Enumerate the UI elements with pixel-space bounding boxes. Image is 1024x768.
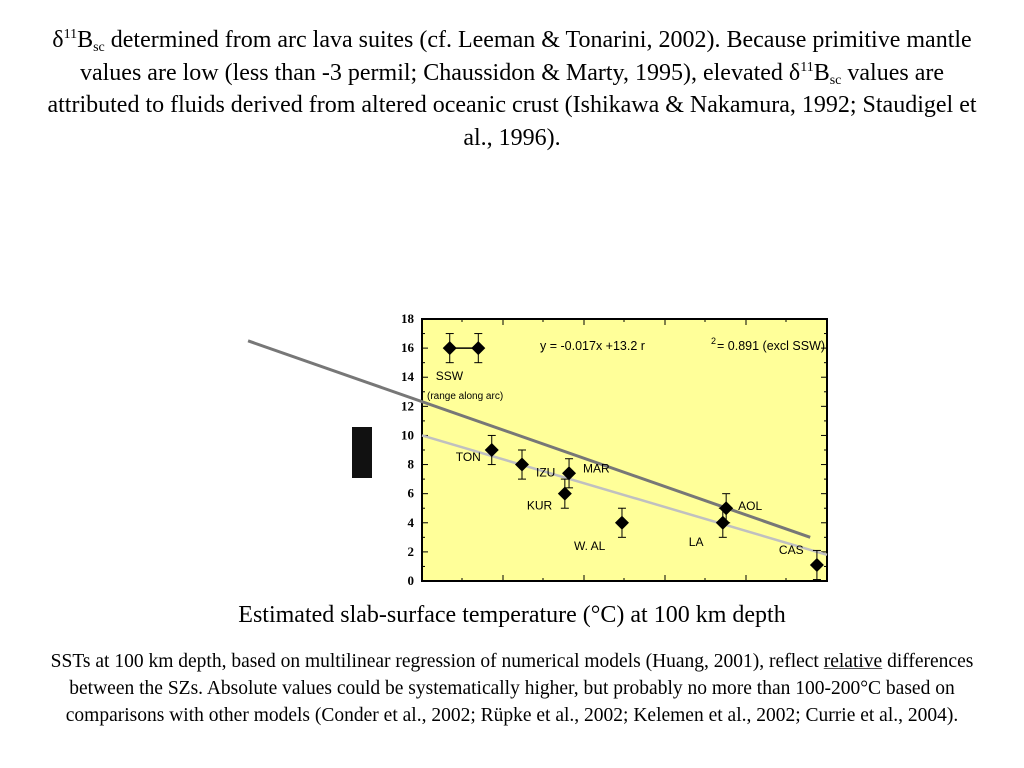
y-axis-label-image (352, 427, 372, 478)
point-label: SSW (436, 369, 464, 383)
y-tick-label: 6 (408, 486, 415, 501)
data-point (809, 557, 824, 572)
point-label: KUR (527, 499, 553, 513)
x-axis-caption: Estimated slab-surface temperature (°C) … (238, 602, 786, 628)
point-label: IZU (536, 466, 555, 480)
point-label: AOL (738, 499, 762, 513)
y-tick-label: 14 (401, 369, 415, 384)
y-tick-label: 10 (401, 427, 414, 442)
intro-text-2: values are attributed to fluids derived … (47, 59, 977, 151)
data-point (614, 515, 629, 530)
data-point (715, 515, 730, 530)
notes-text-2: differences between the SZs. Absolute va… (65, 651, 974, 726)
y-tick-label: 8 (408, 457, 415, 472)
delta-symbol: δ (52, 27, 64, 53)
notes-text-1: SSTs at 100 km depth, based on multiline… (50, 651, 824, 672)
point-label: TON (456, 450, 481, 464)
regression-line (421, 434, 828, 556)
delta-symbol: δ (788, 59, 801, 86)
point-label: CAS (779, 543, 804, 557)
plot-area (421, 318, 828, 582)
y-tick-label: 12 (401, 398, 414, 413)
point-label: MAR (583, 461, 610, 475)
underlined-word: relative (823, 651, 883, 672)
intro-text-1: determined from arc lava suites (cf. Lee… (79, 27, 972, 86)
y-tick-label: 16 (401, 340, 415, 355)
data-point (514, 457, 529, 472)
data-point (471, 341, 486, 356)
boron-symbol: B (813, 59, 830, 86)
data-point (484, 443, 499, 457)
y-tick-label: 18 (401, 311, 415, 326)
data-point (562, 466, 577, 481)
equation-text: y = -0.017x +13.2 r (540, 339, 645, 353)
isotope-superscript: 11 (800, 59, 814, 75)
sc-subscript: sc (93, 40, 105, 55)
sc-subscript: sc (829, 72, 842, 88)
isotope-superscript: 11 (63, 27, 78, 42)
boron-symbol: B (77, 27, 94, 53)
y-tick-label: 4 (408, 515, 415, 530)
y-tick-label: 2 (408, 544, 415, 559)
ssw-note: (range along arc) (427, 391, 503, 402)
point-label: LA (689, 535, 704, 549)
intro-paragraph: δ11Bsc determined from arc lava suites (… (40, 24, 984, 154)
equation-superscript: 2 (711, 336, 716, 346)
point-label: W. AL (574, 539, 606, 553)
trend-line (247, 339, 811, 539)
equation-r2: = 0.891 (excl SSW) (717, 339, 825, 353)
data-point (442, 341, 457, 356)
notes-paragraph: SSTs at 100 km depth, based on multiline… (20, 648, 1004, 729)
data-point (557, 486, 572, 501)
y-tick-label: 0 (408, 573, 415, 588)
